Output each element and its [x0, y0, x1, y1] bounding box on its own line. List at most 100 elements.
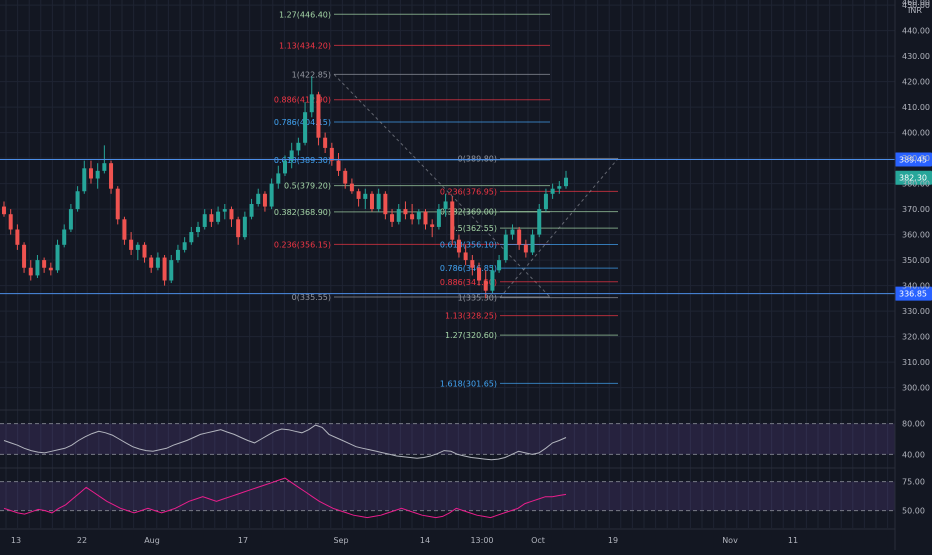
- rsi-line[interactable]: [3, 477, 567, 519]
- candle-body[interactable]: [42, 260, 47, 268]
- candle-body[interactable]: [410, 214, 415, 220]
- candle[interactable]: [416, 209, 421, 225]
- candle[interactable]: [55, 239, 60, 273]
- candle-body[interactable]: [369, 193, 374, 210]
- candle-body[interactable]: [68, 209, 73, 230]
- candle-body[interactable]: [262, 193, 267, 207]
- candle[interactable]: [450, 196, 455, 245]
- candle[interactable]: [557, 181, 562, 194]
- rsi-pane-1[interactable]: 80.00 40.00: [0, 420, 925, 461]
- candle-body[interactable]: [242, 216, 247, 238]
- candle-body[interactable]: [236, 219, 241, 238]
- candle-body[interactable]: [129, 239, 134, 250]
- candle[interactable]: [550, 183, 555, 199]
- candle-body[interactable]: [376, 193, 381, 210]
- candle-body[interactable]: [396, 209, 401, 222]
- candle[interactable]: [242, 211, 247, 240]
- candle[interactable]: [490, 265, 495, 294]
- candle[interactable]: [62, 224, 67, 248]
- candle[interactable]: [162, 255, 167, 286]
- candle-body[interactable]: [102, 163, 107, 171]
- candle-body[interactable]: [550, 188, 555, 194]
- candle-body[interactable]: [477, 267, 482, 281]
- candle-body[interactable]: [202, 214, 207, 227]
- candle-body[interactable]: [316, 94, 321, 138]
- candle[interactable]: [296, 137, 301, 156]
- candle-body[interactable]: [209, 214, 214, 222]
- candle-body[interactable]: [216, 211, 221, 222]
- candle[interactable]: [336, 153, 341, 176]
- candle[interactable]: [309, 76, 314, 118]
- candle-body[interactable]: [229, 209, 234, 220]
- candle-body[interactable]: [336, 160, 341, 171]
- candle[interactable]: [497, 255, 502, 273]
- candle-body[interactable]: [517, 229, 522, 245]
- candle[interactable]: [403, 201, 408, 220]
- candle-body[interactable]: [343, 170, 348, 184]
- candle-body[interactable]: [82, 168, 87, 192]
- candle-body[interactable]: [430, 224, 435, 227]
- candle[interactable]: [42, 257, 47, 273]
- horizontal-lines[interactable]: 389.45 382.30 336.85: [0, 152, 932, 301]
- candle-body[interactable]: [497, 260, 502, 271]
- candle-body[interactable]: [8, 214, 13, 230]
- candle-body[interactable]: [349, 183, 354, 192]
- candle[interactable]: [256, 188, 261, 207]
- rsi-pane-2[interactable]: 75.00 50.00: [0, 477, 925, 519]
- candle-body[interactable]: [564, 177, 568, 187]
- candle-body[interactable]: [15, 229, 20, 245]
- candle-body[interactable]: [530, 234, 535, 253]
- candle[interactable]: [369, 191, 374, 212]
- candle[interactable]: [169, 255, 174, 284]
- candle[interactable]: [410, 204, 415, 225]
- candle[interactable]: [510, 224, 515, 240]
- candle[interactable]: [68, 204, 73, 233]
- candle-body[interactable]: [557, 186, 562, 189]
- candle-body[interactable]: [456, 239, 461, 253]
- candle-body[interactable]: [155, 257, 160, 268]
- candle-body[interactable]: [196, 226, 201, 233]
- candle-body[interactable]: [283, 160, 287, 174]
- candle-body[interactable]: [28, 267, 33, 276]
- candle[interactable]: [202, 209, 207, 230]
- candle-body[interactable]: [175, 249, 180, 261]
- candle[interactable]: [22, 242, 27, 273]
- candle-body[interactable]: [35, 260, 40, 276]
- candle-body[interactable]: [323, 137, 328, 148]
- candle[interactable]: [349, 178, 354, 194]
- candle-body[interactable]: [463, 252, 468, 261]
- candle[interactable]: [28, 260, 33, 281]
- candle-body[interactable]: [510, 229, 515, 235]
- candle[interactable]: [276, 165, 281, 189]
- candle-body[interactable]: [416, 211, 421, 220]
- candle[interactable]: [182, 237, 187, 253]
- candle-body[interactable]: [303, 112, 308, 143]
- candle-body[interactable]: [436, 209, 441, 227]
- candle[interactable]: [129, 232, 134, 255]
- candle[interactable]: [95, 163, 100, 189]
- candle-body[interactable]: [22, 244, 27, 268]
- candle[interactable]: [15, 224, 20, 250]
- candle[interactable]: [262, 191, 267, 212]
- candle-body[interactable]: [88, 168, 93, 179]
- candle-body[interactable]: [363, 193, 368, 199]
- candle[interactable]: [323, 132, 328, 153]
- candle[interactable]: [383, 191, 388, 220]
- candle-body[interactable]: [169, 260, 174, 281]
- candle-body[interactable]: [490, 270, 495, 291]
- candle[interactable]: [543, 188, 548, 212]
- candle[interactable]: [35, 255, 40, 278]
- candle-body[interactable]: [122, 219, 127, 240]
- candle[interactable]: [523, 239, 528, 258]
- candle[interactable]: [503, 229, 508, 263]
- candle[interactable]: [82, 160, 87, 194]
- candle-body[interactable]: [537, 209, 542, 235]
- candle[interactable]: [2, 201, 6, 217]
- candle[interactable]: [537, 204, 542, 238]
- candle[interactable]: [456, 234, 461, 258]
- candle[interactable]: [88, 160, 93, 184]
- candlestick-series[interactable]: [2, 76, 568, 299]
- candle[interactable]: [376, 188, 381, 212]
- candle[interactable]: [356, 188, 361, 207]
